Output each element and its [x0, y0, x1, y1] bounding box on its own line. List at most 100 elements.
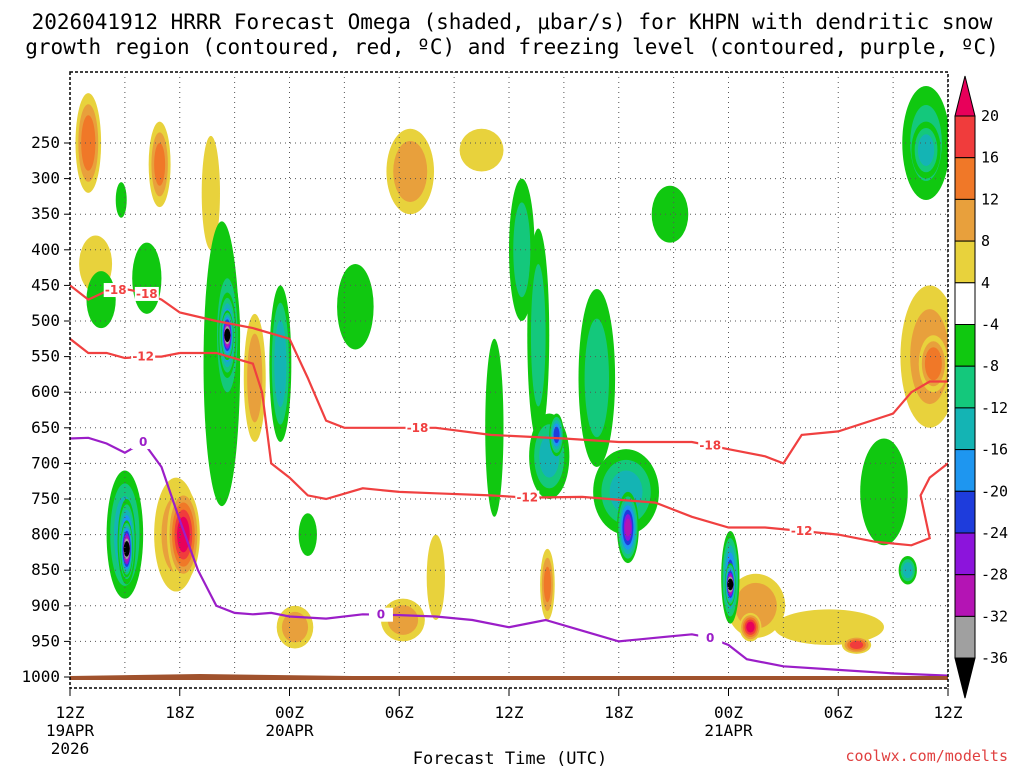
contour-label-bg — [368, 607, 393, 622]
y-tick-label: 500 — [31, 311, 60, 330]
colorbar-swatch — [954, 449, 976, 492]
contour-label-bg — [131, 435, 156, 450]
omega-cell — [553, 426, 560, 444]
colorbar-label: -12 — [981, 399, 1008, 417]
contour-line — [70, 436, 948, 677]
omega-cell — [651, 185, 689, 243]
x-tick-date: 20APR — [265, 721, 314, 740]
omega-cell — [86, 271, 116, 329]
omega-cell — [902, 562, 913, 579]
contour-label: -18 — [407, 421, 429, 435]
omega-cell — [132, 242, 162, 314]
contour-label: -12 — [516, 491, 538, 505]
colorbar-swatch — [954, 365, 976, 409]
omega-cell — [337, 264, 374, 350]
x-tick-label: 18Z — [165, 703, 194, 722]
contour-label-bg — [789, 524, 814, 539]
y-tick-label: 650 — [31, 418, 60, 437]
omega-cell — [387, 605, 419, 635]
omega-cell — [115, 182, 127, 218]
colorbar-label: -4 — [981, 316, 999, 334]
omega-cell — [393, 140, 428, 202]
colorbar-swatch — [954, 490, 976, 534]
y-tick-label: 950 — [31, 631, 60, 650]
y-tick-label: 450 — [31, 275, 60, 294]
x-tick-label: 12Z — [495, 703, 524, 722]
x-tick-label: 12Z — [56, 703, 85, 722]
contour-label-bg — [698, 438, 723, 453]
contour-label: -18 — [699, 439, 721, 453]
colorbar-label: -24 — [981, 524, 1008, 542]
x-tick-label: 18Z — [604, 703, 633, 722]
omega-shading — [75, 86, 948, 654]
contour-line — [70, 337, 948, 547]
x-tick-label: 06Z — [824, 703, 853, 722]
omega-cell — [746, 621, 755, 633]
contour-label: -12 — [791, 524, 813, 538]
contour-label: -18 — [136, 287, 158, 301]
omega-cell — [123, 543, 130, 555]
omega-cell — [224, 330, 231, 340]
colorbar: 20 16 12 8 4 -4 -8 -12 -16 -20 -24 -28 -32 -36 — [954, 75, 1008, 699]
plot-area: -18 -18 -18 -18 -12 -12 -12 0 0 0 — [70, 72, 948, 680]
colorbar-swatch — [954, 324, 976, 367]
temperature-contours: -18 -18 -18 -18 -12 -12 -12 0 0 0 — [70, 283, 948, 677]
y-tick-label: 300 — [31, 169, 60, 188]
colorbar-top-arrow — [954, 75, 976, 117]
y-tick-label: 850 — [31, 560, 60, 579]
y-tick-label: 400 — [31, 240, 60, 259]
contour-label: 0 — [377, 608, 385, 622]
omega-cell — [426, 534, 445, 621]
omega-cell — [543, 566, 552, 603]
omega-cell — [281, 611, 309, 643]
colorbar-swatch — [954, 615, 976, 659]
colorbar-label: -28 — [981, 566, 1008, 584]
omega-cell — [584, 318, 609, 438]
credit-text[interactable]: coolwx.com/modelts — [845, 747, 1008, 765]
colorbar-label: 4 — [981, 274, 990, 292]
omega-cell — [81, 115, 96, 171]
contour-label-bg — [405, 420, 430, 435]
colorbar-label: -8 — [981, 357, 999, 375]
omega-cell — [860, 438, 908, 546]
colorbar-swatch — [954, 282, 976, 325]
colorbar-bottom-arrow — [954, 657, 976, 699]
colorbar-swatch — [954, 532, 976, 576]
y-tick-label: 550 — [31, 347, 60, 366]
y-tick-label: 250 — [31, 133, 60, 152]
x-tick-year: 2026 — [51, 739, 90, 758]
x-tick-date: 21APR — [704, 721, 753, 740]
colorbar-swatch — [954, 407, 976, 451]
omega-cell — [201, 135, 220, 250]
omega-cell — [917, 134, 935, 166]
omega-cell — [924, 347, 942, 381]
colorbar-label: 8 — [981, 232, 990, 250]
chart-title-line-2: growth region (contoured, red, ºC) and f… — [25, 35, 999, 59]
colorbar-swatch — [954, 115, 976, 159]
x-tick-label: 06Z — [385, 703, 414, 722]
colorbar-label: 12 — [981, 190, 999, 208]
contour-label: -18 — [105, 283, 127, 297]
omega-cell — [247, 333, 263, 423]
omega-cell — [298, 513, 317, 556]
contour-label: 0 — [706, 631, 714, 645]
colorbar-label: -32 — [981, 607, 1008, 625]
x-tick-date: 19APR — [46, 721, 95, 740]
omega-cell — [513, 202, 531, 298]
omega-cell — [624, 518, 631, 537]
ground-band — [70, 676, 948, 680]
y-tick-label: 350 — [31, 204, 60, 223]
contour-label: -12 — [132, 350, 154, 364]
y-tick-label: 750 — [31, 489, 60, 508]
chart-title-line-1: 2026041912 HRRR Forecast Omega (shaded, … — [32, 10, 993, 34]
omega-cell — [774, 609, 884, 645]
contour-label-bg — [131, 349, 156, 364]
colorbar-label: -16 — [981, 441, 1008, 459]
colorbar-swatch — [954, 157, 976, 200]
contour-label-bg — [134, 286, 159, 301]
colorbar-swatch — [954, 198, 976, 242]
y-axis: 250 300 350 400 450 500 550 600 650 700 750 800 850 9… — [21, 133, 70, 686]
x-tick-label: 00Z — [714, 703, 743, 722]
